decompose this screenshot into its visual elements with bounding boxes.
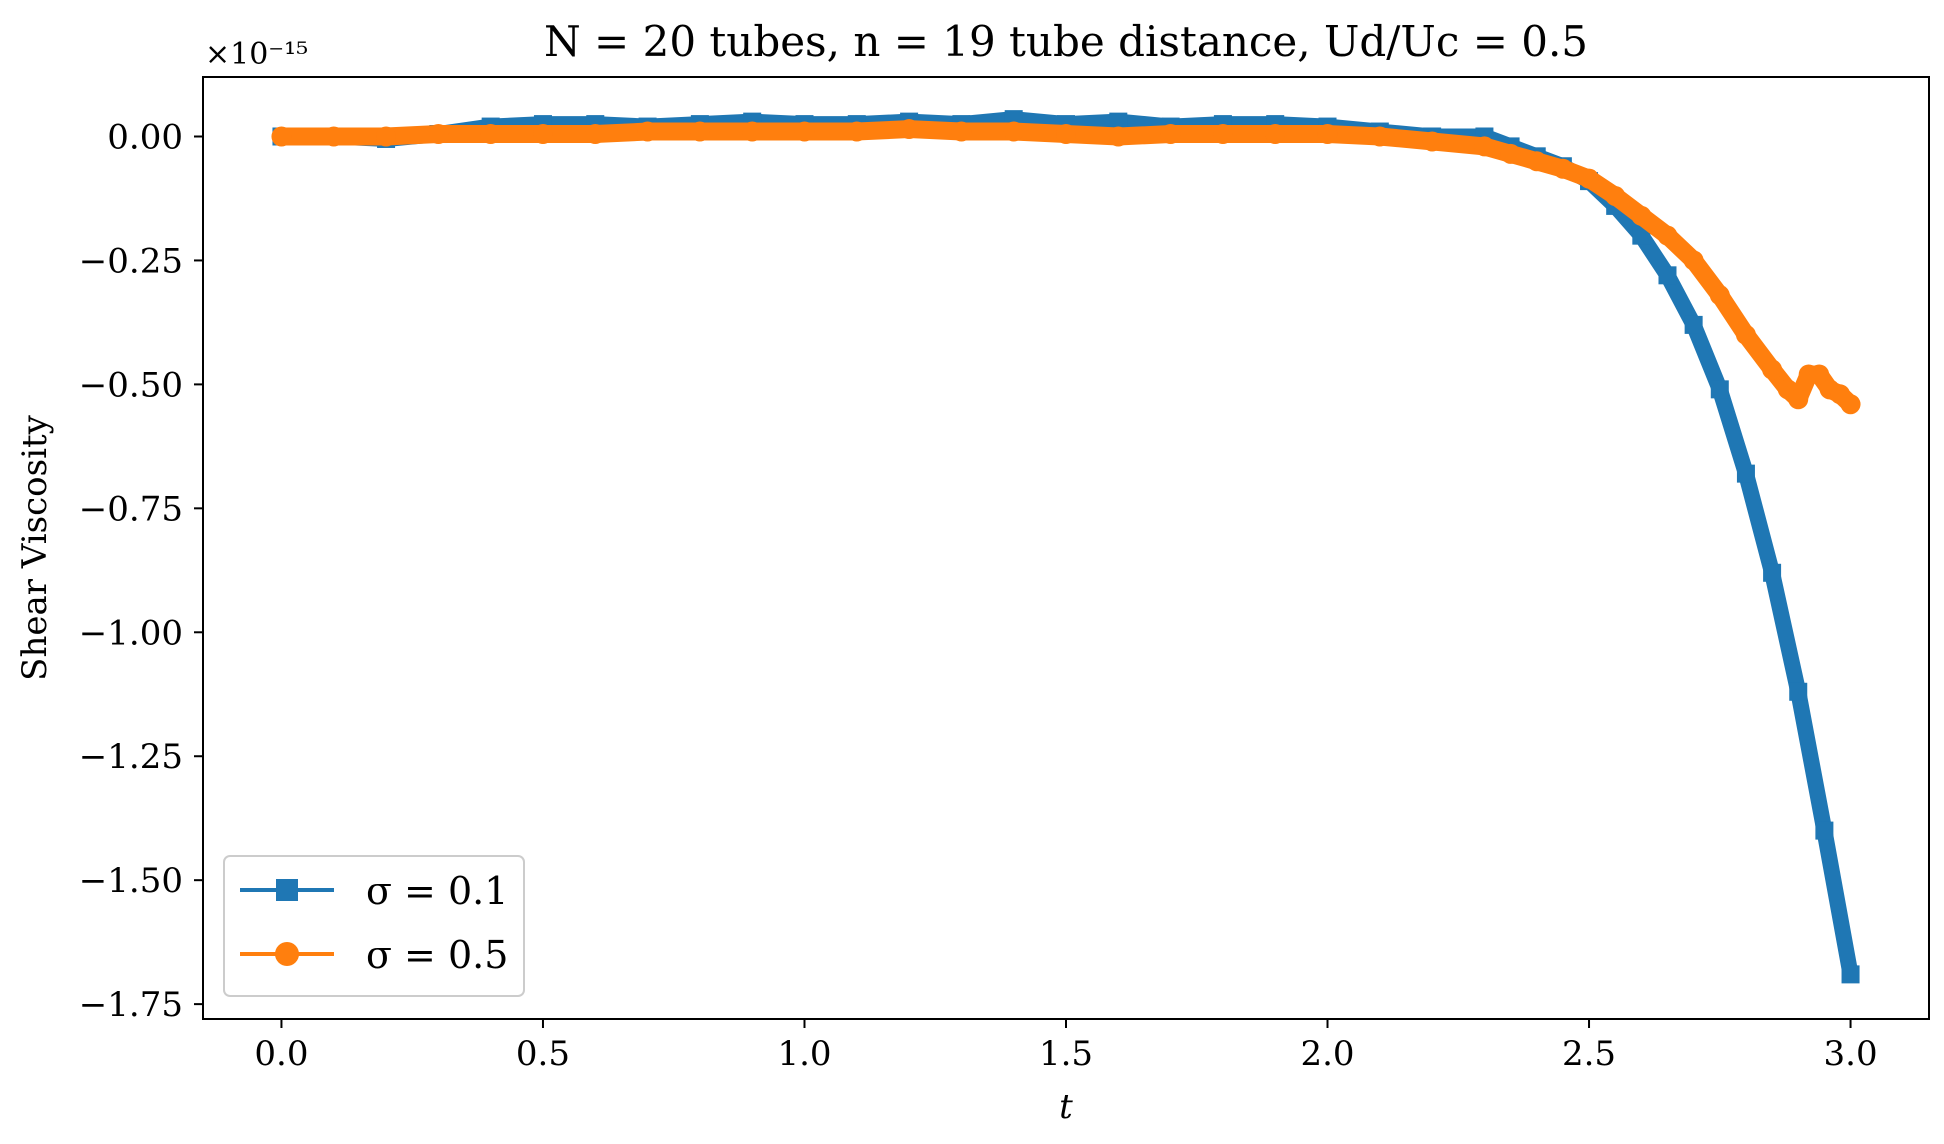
- data-point: [1789, 682, 1808, 701]
- x-tick-label: 1.5: [1039, 1034, 1093, 1074]
- x-tick-label: 2.0: [1300, 1034, 1354, 1074]
- x-tick-label: 0.0: [254, 1034, 308, 1074]
- data-point: [899, 119, 920, 140]
- data-point: [1631, 205, 1652, 226]
- legend: σ = 0.1 σ = 0.5: [223, 855, 525, 997]
- data-point: [1474, 136, 1495, 157]
- y-tick-label: −1.25: [79, 737, 183, 777]
- data-point: [1109, 112, 1128, 131]
- series-sigma-0-5: [271, 119, 1861, 415]
- data-point: [1683, 250, 1704, 271]
- data-point: [323, 126, 344, 147]
- data-point: [1735, 324, 1756, 345]
- data-point: [1658, 266, 1677, 285]
- data-point: [1160, 124, 1181, 145]
- data-point: [1056, 124, 1076, 145]
- data-point: [376, 126, 397, 147]
- legend-label-sigma-0-5: σ = 0.5: [366, 933, 508, 977]
- y-tick-label: 0.00: [107, 117, 183, 157]
- data-point: [1840, 394, 1861, 415]
- data-point: [1632, 226, 1651, 245]
- data-point: [1809, 364, 1830, 385]
- y-tick-label: −1.00: [79, 613, 183, 653]
- data-point: [1736, 464, 1755, 483]
- data-point: [951, 121, 972, 142]
- chart-title: N = 20 tubes, n = 19 tube distance, Ud/U…: [544, 17, 1588, 66]
- data-point: [637, 121, 658, 142]
- data-point: [1841, 965, 1860, 984]
- data-point: [1605, 185, 1626, 206]
- x-axis-label: t: [1059, 1087, 1073, 1127]
- data-point: [1317, 124, 1338, 145]
- x-tick-label: 0.5: [516, 1034, 570, 1074]
- x-tick-label: 2.5: [1562, 1034, 1616, 1074]
- data-point: [794, 121, 815, 142]
- data-point: [1579, 168, 1600, 189]
- data-point: [1212, 124, 1233, 145]
- y-axis-ticks: 0.00 −0.25 −0.50 −0.75 −1.00 −1.25 −1.50 −1.75: [79, 117, 203, 1025]
- data-point: [1003, 121, 1024, 142]
- data-point: [1763, 563, 1782, 582]
- series-layer: [271, 110, 1861, 984]
- x-axis-ticks: 0.0 0.5 1.0 1.5 2.0 2.5 3.0: [254, 1019, 1878, 1074]
- data-point: [1552, 158, 1573, 179]
- plot-frame: [202, 76, 1930, 1020]
- data-point: [532, 124, 553, 145]
- data-point: [1422, 131, 1443, 152]
- data-point: [480, 124, 501, 145]
- data-point: [1788, 389, 1809, 410]
- data-point: [1684, 315, 1703, 334]
- y-axis-label: Shear Viscosity: [15, 414, 55, 680]
- data-point: [1500, 143, 1521, 164]
- y-tick-label: −1.50: [79, 861, 183, 901]
- data-point: [742, 121, 763, 142]
- data-point: [1657, 225, 1678, 246]
- legend-label-sigma-0-1: σ = 0.1: [366, 869, 508, 913]
- data-point: [1709, 285, 1730, 306]
- y-offset-label: ×10⁻¹⁵: [205, 37, 308, 72]
- data-point: [1815, 821, 1834, 840]
- y-tick-label: −0.50: [79, 365, 183, 405]
- data-point: [689, 121, 710, 142]
- data-point: [846, 121, 867, 142]
- data-point: [585, 124, 606, 145]
- y-tick-label: −1.75: [79, 985, 183, 1025]
- x-tick-label: 1.0: [777, 1034, 831, 1074]
- legend-marker-square: [276, 879, 298, 901]
- data-point: [1265, 124, 1286, 145]
- data-point: [428, 124, 449, 145]
- data-point: [271, 126, 292, 147]
- legend-marker-circle: [275, 942, 299, 966]
- data-point: [1526, 151, 1547, 172]
- y-tick-label: −0.25: [79, 241, 183, 281]
- data-point: [1108, 126, 1129, 147]
- y-tick-label: −0.75: [79, 489, 183, 529]
- data-point: [1369, 126, 1390, 147]
- x-tick-label: 3.0: [1824, 1034, 1878, 1074]
- data-point: [1710, 380, 1729, 399]
- data-point: [1762, 359, 1783, 380]
